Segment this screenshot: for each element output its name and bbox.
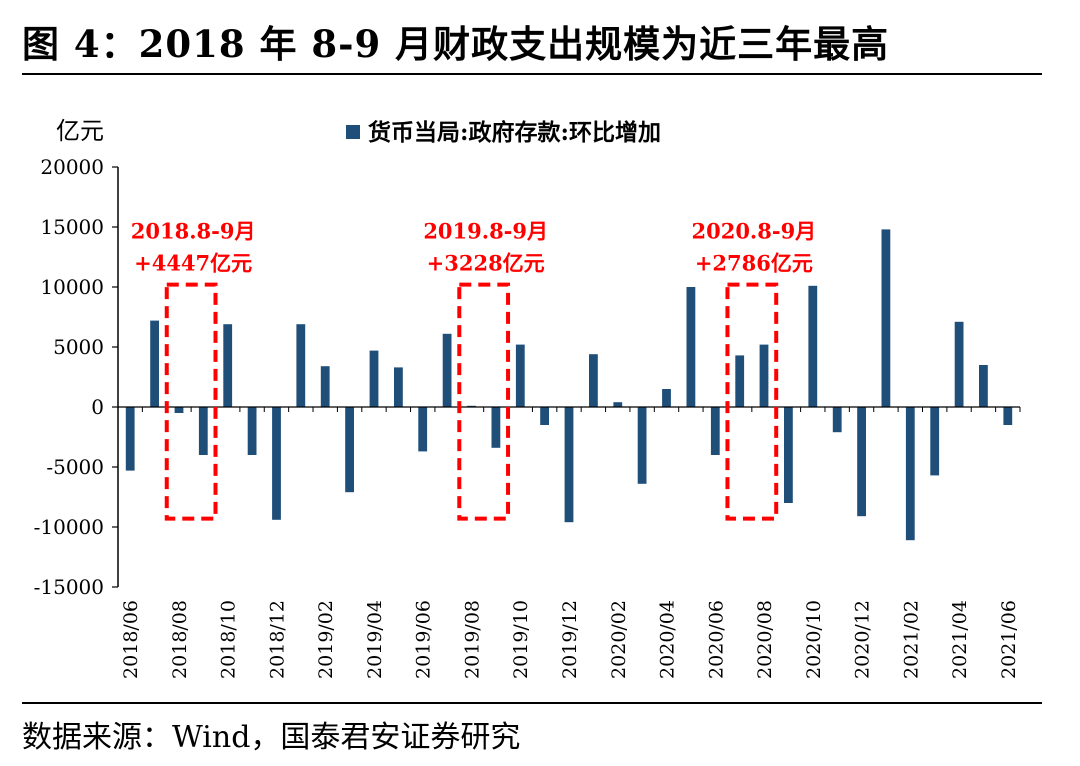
- bar-2020-04: [662, 389, 671, 407]
- bar-2021-03: [930, 407, 940, 476]
- bar-2020-06: [710, 407, 720, 455]
- bar-2019-05: [394, 367, 403, 407]
- x-tick-label: 2021/02: [900, 600, 922, 679]
- bar-chart: 20000 15000 10000 5000 0 -5000 -10000 -15000 201…: [34, 117, 1021, 679]
- bar-2019-01: [296, 324, 306, 407]
- annotations-group: 2018.8-9月 +4447亿元 2019.8-9月 +3228亿元 2020.8-9…: [131, 219, 816, 521]
- bar-2019-03: [345, 407, 354, 493]
- highlight-box-2: [457, 282, 511, 521]
- x-tick-label: 2018/10: [218, 600, 240, 679]
- bar-2020-02: [613, 402, 623, 407]
- y-tick-label: 5000: [53, 335, 104, 359]
- annotation-period-2: 2019.8-9月: [423, 219, 548, 244]
- y-tick-label: 10000: [40, 275, 104, 299]
- x-tick-label: 2019/06: [413, 600, 435, 679]
- bar-2020-11: [832, 407, 842, 433]
- bar-2019-02: [320, 366, 330, 407]
- x-tick-label: 2020/02: [608, 600, 630, 679]
- annotation-period-3: 2020.8-9月: [691, 219, 816, 244]
- bar-2020-12: [857, 407, 866, 517]
- y-tick-label: 15000: [40, 215, 104, 239]
- x-tick-label: 2019/08: [461, 600, 483, 679]
- y-tick-label: -15000: [34, 575, 104, 599]
- annotation-amount-1: +4447亿元: [134, 251, 252, 276]
- bar-2021-02: [905, 407, 915, 541]
- highlight-box-1: [164, 282, 218, 521]
- y-axis-label: 亿元: [56, 117, 104, 145]
- x-tick-label: 2020/12: [852, 600, 874, 679]
- legend-swatch: [346, 125, 360, 139]
- bar-2020-05: [686, 287, 696, 407]
- y-tick-label: -10000: [34, 515, 104, 539]
- bar-2018-06: [125, 407, 135, 471]
- bar-2018-10: [223, 324, 233, 407]
- annotation-amount-2: +3228亿元: [427, 251, 545, 276]
- bar-2020-08: [759, 344, 769, 407]
- bar-2018-09: [198, 407, 208, 455]
- x-tick-label: 2019/04: [364, 600, 386, 679]
- bar-2020-03: [637, 407, 647, 484]
- bar-2019-10: [515, 344, 525, 407]
- x-tick-label: 2019/02: [315, 600, 337, 679]
- y-tick-label: -5000: [46, 455, 104, 479]
- annotation-amount-3: +2786亿元: [695, 251, 813, 276]
- bar-2018-07: [150, 320, 159, 407]
- x-tick-label: 2018/06: [120, 600, 142, 679]
- x-tick-label: 2021/04: [949, 600, 971, 679]
- y-tick-label: 0: [91, 395, 104, 419]
- bar-2021-06: [1003, 407, 1013, 425]
- bar-2020-09: [784, 407, 793, 503]
- legend: 货币当局:政府存款:环比增加: [346, 119, 661, 146]
- bar-2019-11: [540, 407, 549, 425]
- bar-2020-10: [808, 285, 818, 407]
- figure-title: 图 4：2018 年 8-9 月财政支出规模为近三年最高: [22, 22, 890, 66]
- bar-2021-01: [881, 229, 891, 407]
- bar-2018-08: [174, 407, 184, 413]
- bar-2021-05: [979, 365, 988, 407]
- bar-2018-11: [247, 407, 257, 455]
- top-rule: [22, 73, 1042, 75]
- x-tick-label: 2019/12: [559, 600, 581, 679]
- bar-2019-07: [442, 333, 452, 407]
- bar-2020-01: [589, 354, 598, 407]
- x-tick-label: 2020/10: [803, 600, 825, 679]
- bar-2020-07: [735, 355, 745, 407]
- bottom-rule: [22, 702, 1042, 704]
- bar-2021-04: [954, 321, 964, 407]
- x-tick-label: 2018/12: [266, 600, 288, 679]
- x-tick-label: 2021/06: [998, 600, 1020, 679]
- bar-2018-12: [272, 407, 281, 520]
- bar-2019-06: [418, 407, 428, 452]
- bar-2019-12: [564, 407, 574, 523]
- bar-2019-09: [491, 407, 501, 448]
- source-note: 数据来源：Wind，国泰君安证券研究: [22, 720, 521, 755]
- annotation-period-1: 2018.8-9月: [131, 219, 256, 244]
- x-tick-label: 2018/08: [169, 600, 191, 679]
- legend-label: 货币当局:政府存款:环比增加: [368, 119, 661, 146]
- x-tick-label: 2020/08: [754, 600, 776, 679]
- axes-group: 20000 15000 10000 5000 0 -5000 -10000 -15000 201…: [34, 155, 1021, 679]
- bars-group: [125, 229, 1013, 541]
- bar-2019-04: [369, 350, 379, 407]
- y-tick-label: 20000: [40, 155, 104, 179]
- x-tick-label: 2020/04: [657, 600, 679, 679]
- highlight-box-3: [725, 282, 779, 521]
- x-tick-label: 2020/06: [705, 600, 727, 679]
- x-tick-label: 2019/10: [510, 600, 532, 679]
